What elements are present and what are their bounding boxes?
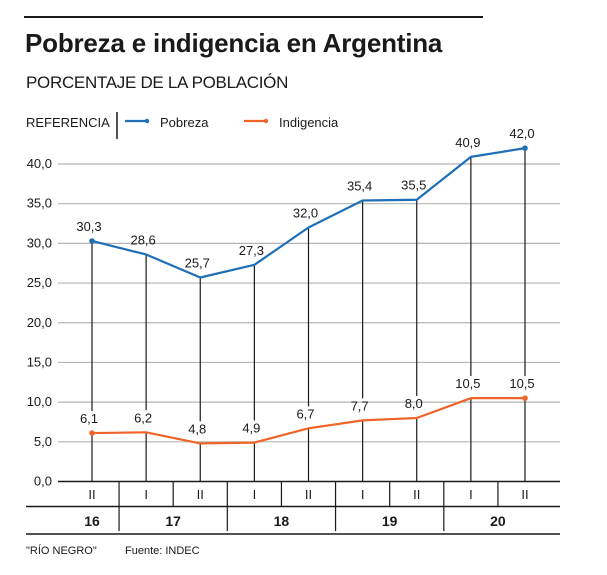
year-label: 18: [274, 513, 290, 529]
y-tick-label: 20,0: [27, 315, 52, 330]
data-label-indigencia: 6,2: [134, 410, 152, 425]
series-start-dot-pobreza: [89, 238, 95, 244]
legend-dot-indigencia: [263, 118, 269, 124]
series-line-indigencia: [91, 397, 525, 445]
y-tick-label: 35,0: [27, 196, 52, 211]
data-label-pobreza: 25,7: [185, 256, 210, 271]
credit-text: "RÍO NEGRO": [26, 545, 97, 557]
year-label: 16: [84, 513, 100, 529]
data-label-indigencia: 6,7: [296, 406, 314, 421]
data-label-indigencia: 6,1: [80, 411, 98, 426]
legend-label-pobreza: Pobreza: [160, 115, 209, 130]
data-label-pobreza: 28,6: [130, 232, 155, 247]
legend-title: REFERENCIA: [26, 115, 110, 130]
y-tick-label: 5,0: [34, 434, 52, 449]
series-end-dot-pobreza: [522, 145, 528, 151]
year-label: 20: [490, 513, 506, 529]
data-label-indigencia: 8,0: [405, 396, 423, 411]
series-start-dot-indigencia: [89, 430, 95, 436]
legend-item-pobreza: Pobreza: [125, 115, 209, 130]
chart-subtitle: PORCENTAJE DE LA POBLACIÓN: [26, 73, 289, 92]
data-labels: 30,3 28,6 25,7 27,3 32,0 35,4 35,5 40,9 42,0 6,1 6…: [76, 126, 534, 436]
legend: REFERENCIA Pobreza Indigencia: [26, 112, 339, 139]
x-tick-label: I: [469, 487, 473, 502]
series-line-pobreza: [91, 147, 526, 279]
legend-label-indigencia: Indigencia: [279, 115, 339, 130]
legend-dot-pobreza: [144, 118, 150, 124]
data-label-indigencia: 7,7: [351, 398, 369, 413]
x-tick-label: II: [197, 487, 204, 502]
data-label-indigencia: 10,5: [509, 376, 534, 391]
data-label-pobreza: 27,3: [239, 243, 264, 258]
data-label-indigencia: 4,8: [188, 421, 206, 436]
source-text: Fuente: INDEC: [125, 545, 200, 557]
x-tick-label: II: [305, 487, 312, 502]
x-tick-label: II: [413, 487, 420, 502]
top-rule: [24, 16, 483, 18]
y-tick-label: 40,0: [27, 156, 52, 171]
series-lines: [89, 145, 528, 445]
y-tick-label: 10,0: [27, 394, 52, 409]
data-label-indigencia: 4,9: [242, 421, 260, 436]
series-end-dot-indigencia: [522, 395, 528, 401]
x-tick-label: II: [88, 487, 95, 502]
year-label: 17: [165, 513, 181, 529]
y-tick-label: 30,0: [27, 235, 52, 250]
y-tick-label: 0,0: [34, 474, 52, 489]
data-label-pobreza: 42,0: [509, 126, 534, 141]
data-label-pobreza: 35,5: [401, 178, 426, 193]
data-label-pobreza: 30,3: [76, 219, 101, 234]
data-label-indigencia: 10,5: [455, 376, 480, 391]
chart-title: Pobreza e indigencia en Argentina: [25, 28, 443, 58]
x-tick-label: I: [144, 487, 148, 502]
y-axis-ticks: 0,0 5,0 10,0 15,0 20,0 25,0 30,0 35,0 40,0: [27, 156, 52, 489]
drop-lines: [91, 148, 526, 482]
x-tick-label: II: [521, 487, 528, 502]
x-tick-label: I: [253, 487, 257, 502]
y-tick-label: 15,0: [27, 354, 52, 369]
data-label-pobreza: 32,0: [293, 206, 318, 221]
legend-item-indigencia: Indigencia: [244, 115, 339, 130]
y-tick-label: 25,0: [27, 275, 52, 290]
data-label-pobreza: 35,4: [347, 179, 372, 194]
x-tick-label: I: [361, 487, 365, 502]
data-label-pobreza: 40,9: [455, 135, 480, 150]
year-label: 19: [382, 513, 398, 529]
